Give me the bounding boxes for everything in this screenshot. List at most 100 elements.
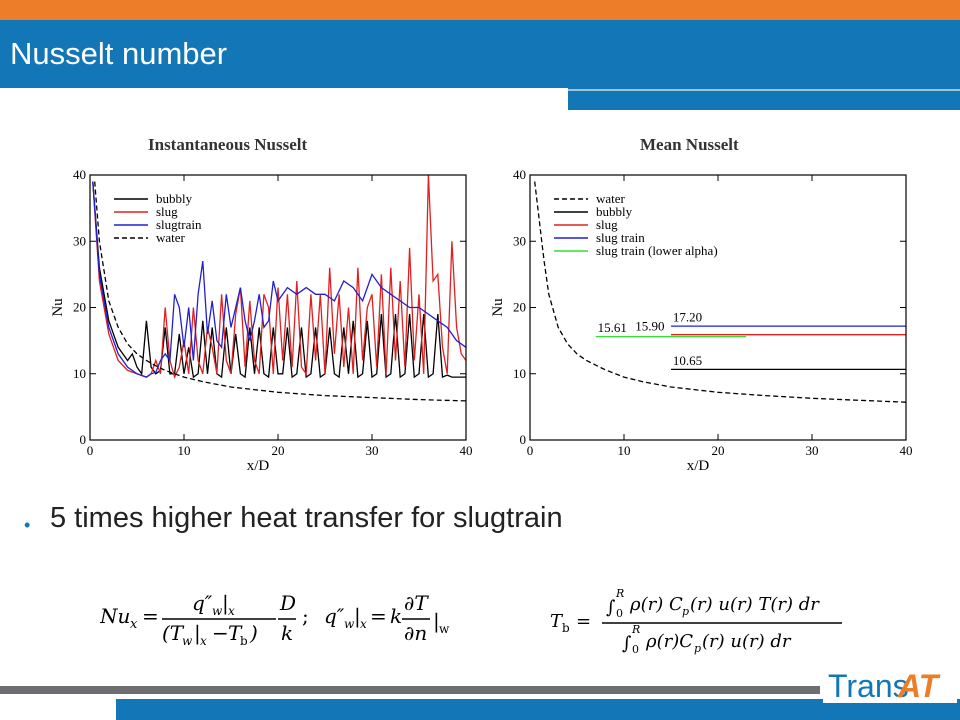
legend-label-slug-train-lower-alpha: slug train (lower alpha) [596, 243, 718, 258]
x-tick-label: 40 [460, 443, 473, 458]
legend-label-slug-train: slug train [596, 230, 645, 245]
top-orange-bar [0, 0, 960, 20]
eq-semicolon: ; [302, 604, 309, 628]
eq-nu-sub: x [130, 617, 138, 632]
legend-label-slug: slug [596, 217, 618, 232]
y-tick-label: 0 [80, 432, 87, 447]
chart-title-mean: Mean Nusselt [640, 135, 739, 154]
eq-dn: ∂n [404, 621, 427, 645]
eq-equals: = [142, 604, 159, 628]
eq2-num-R: R [615, 587, 624, 600]
eq2-den-0: 0 [632, 643, 639, 656]
x-tick-label: 30 [366, 443, 379, 458]
x-tick-label: 10 [618, 443, 631, 458]
y-tick-label: 10 [73, 366, 86, 381]
legend-label-slugtrain: slugtrain [156, 217, 202, 232]
bulk-temperature-equation: T b = ∫ R 0 ρ(r) C p (r) u(r) T(r) dr ∫ … [550, 587, 842, 656]
y-tick-label: 0 [520, 432, 527, 447]
x-tick-label: 10 [178, 443, 191, 458]
eq-tb: T [228, 621, 243, 645]
x-tick-label: 30 [806, 443, 819, 458]
legend-label-slug: slug [156, 204, 178, 219]
eq2-numerator: ρ(r) C [629, 594, 683, 615]
series-line-slugtrain [92, 181, 467, 378]
value-annotation: 17.20 [673, 309, 702, 324]
y-tick-label: 10 [513, 366, 526, 381]
legend-label-water: water [156, 230, 186, 245]
bullet-dot: • [24, 515, 31, 535]
slide-title: Nusselt number [10, 36, 228, 71]
x-tick-label: 0 [527, 443, 534, 458]
eq2-den-R: R [631, 623, 640, 636]
eq-q2-x: x [360, 617, 367, 631]
eq2-denominator: ρ(r)C [645, 631, 693, 652]
eq-numerator: q″ [192, 591, 213, 615]
eq-den-bar: | [194, 621, 201, 646]
x-axis-label: x/D [687, 458, 710, 474]
eq-q2-bar: | [354, 604, 361, 629]
value-annotation: 15.90 [635, 319, 664, 334]
eq-numerator-sub: w [212, 604, 223, 618]
y-axis-label: Nu [490, 298, 506, 317]
eq-den-sub-w: w [182, 634, 193, 648]
series-line-water [94, 181, 467, 402]
eq-d: D [279, 591, 296, 615]
eq-q2: q″ [324, 604, 345, 628]
eq2-num-0: 0 [616, 607, 623, 620]
transat-logo [823, 667, 957, 703]
eq-close: ) [249, 621, 258, 645]
header-accent-line [568, 89, 960, 91]
eq-dT: ∂T [404, 591, 429, 615]
eq-grad-w: w [439, 622, 450, 636]
y-tick-label: 40 [73, 167, 86, 182]
nusselt-equation: Nu x = q″ w | x (T w | x − T b ) D k ; q… [100, 591, 450, 648]
series-line-bubbly [92, 181, 466, 379]
legend-label-water: water [596, 191, 626, 206]
value-annotation: 15.61 [598, 320, 627, 335]
eq-minus: − [212, 621, 229, 645]
eq-nu: Nu [100, 604, 130, 628]
x-tick-label: 0 [87, 443, 94, 458]
legend-label-bubbly: bubbly [156, 191, 193, 206]
y-tick-label: 20 [513, 300, 526, 315]
eq-q2-sub: w [344, 617, 355, 631]
y-tick-label: 20 [73, 300, 86, 315]
eq2-tb-sub: b [562, 621, 570, 635]
eq-grad-bar2: | [433, 609, 440, 634]
eq-k: k [281, 621, 293, 645]
logo-text-at: AT [898, 668, 939, 704]
y-tick-label: 30 [73, 233, 86, 248]
eq-k2: k [390, 604, 402, 628]
eq-tb-sub: b [240, 634, 248, 648]
footer-blue-bar [116, 699, 960, 720]
eq2-equals: = [576, 611, 591, 632]
eq2-num-p: p [682, 605, 689, 618]
eq2-den-int: ∫ [622, 633, 632, 654]
y-axis-label: Nu [50, 298, 66, 317]
eq2-den-p: p [694, 642, 701, 655]
header-accent-stripe [568, 88, 960, 110]
bullet-text: 5 times higher heat transfer for slugtra… [50, 502, 563, 534]
eq-equals2: = [370, 604, 387, 628]
value-annotation: 10.65 [673, 353, 702, 368]
logo-text-trans: Trans [828, 668, 909, 704]
y-tick-label: 40 [513, 167, 526, 182]
eq2-denominator-rest: (r) u(r) dr [702, 631, 792, 652]
footer-gray-bar [0, 686, 820, 694]
instantaneous-nusselt-chart: 0 10 20 30 40 0 10 20 30 40 x/D Nu bubblyslugslugtra… [50, 167, 473, 474]
eq2-num-int: ∫ [606, 597, 616, 618]
mean-nusselt-chart: 0 10 20 30 40010203040x/DNuwaterbubblyslugsl… [490, 167, 913, 474]
eq-denominator: (T [162, 621, 185, 645]
x-tick-label: 20 [272, 443, 285, 458]
x-tick-label: 20 [712, 443, 725, 458]
x-tick-label: 40 [900, 443, 913, 458]
eq2-numerator-rest: (r) u(r) T(r) dr [690, 594, 820, 615]
eq2-tb: T [550, 611, 564, 632]
eq-den-x: x [200, 634, 207, 648]
eq-bar: | [222, 591, 229, 616]
legend-label-bubbly: bubbly [596, 204, 633, 219]
title-bar [0, 20, 960, 88]
y-tick-label: 30 [513, 233, 526, 248]
chart-title-instantaneous: Instantaneous Nusselt [148, 135, 308, 154]
eq-numerator-x: x [228, 604, 235, 618]
